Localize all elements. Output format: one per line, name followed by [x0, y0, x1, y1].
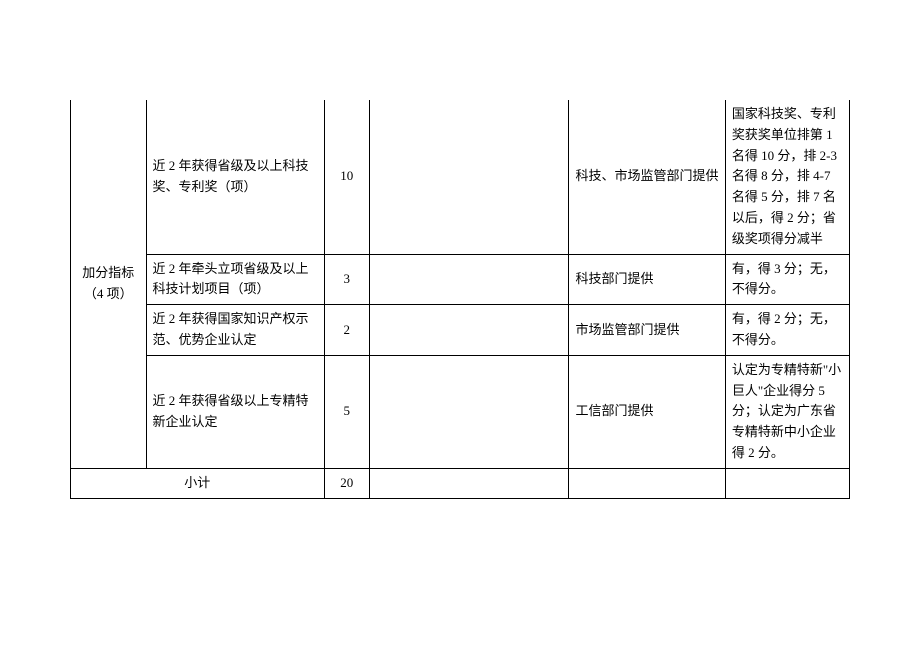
empty-cell	[569, 468, 725, 498]
remark-cell: 认定为专精特新"小巨人"企业得分 5 分；认定为广东省专精特新中小企业得 2 分…	[725, 355, 849, 468]
source-cell: 科技、市场监管部门提供	[569, 100, 725, 254]
desc-cell: 近 2 年牵头立项省级及以上科技计划项目（项）	[146, 254, 324, 305]
subtotal-score-cell: 20	[324, 468, 369, 498]
desc-cell: 近 2 年获得国家知识产权示范、优势企业认定	[146, 305, 324, 356]
empty-cell	[369, 254, 569, 305]
empty-cell	[725, 468, 849, 498]
source-cell: 市场监管部门提供	[569, 305, 725, 356]
scoring-table: 加分指标（4 项） 近 2 年获得省级及以上科技奖、专利奖（项） 10 科技、市…	[70, 100, 850, 499]
remark-cell: 有，得 2 分；无，不得分。	[725, 305, 849, 356]
score-cell: 2	[324, 305, 369, 356]
empty-cell	[369, 355, 569, 468]
table-row: 近 2 年获得国家知识产权示范、优势企业认定 2 市场监管部门提供 有，得 2 …	[71, 305, 850, 356]
subtotal-label-cell: 小计	[71, 468, 325, 498]
empty-cell	[369, 100, 569, 254]
table-row: 近 2 年获得省级以上专精特新企业认定 5 工信部门提供 认定为专精特新"小巨人…	[71, 355, 850, 468]
empty-cell	[369, 468, 569, 498]
desc-cell: 近 2 年获得省级及以上科技奖、专利奖（项）	[146, 100, 324, 254]
score-cell: 3	[324, 254, 369, 305]
score-cell: 10	[324, 100, 369, 254]
subtotal-row: 小计 20	[71, 468, 850, 498]
remark-cell: 有，得 3 分；无，不得分。	[725, 254, 849, 305]
source-cell: 科技部门提供	[569, 254, 725, 305]
table-row: 加分指标（4 项） 近 2 年获得省级及以上科技奖、专利奖（项） 10 科技、市…	[71, 100, 850, 254]
empty-cell	[369, 305, 569, 356]
remark-cell: 国家科技奖、专利奖获奖单位排第 1 名得 10 分，排 2-3 名得 8 分，排…	[725, 100, 849, 254]
desc-cell: 近 2 年获得省级以上专精特新企业认定	[146, 355, 324, 468]
category-cell: 加分指标（4 项）	[71, 100, 147, 468]
source-cell: 工信部门提供	[569, 355, 725, 468]
table-row: 近 2 年牵头立项省级及以上科技计划项目（项） 3 科技部门提供 有，得 3 分…	[71, 254, 850, 305]
score-cell: 5	[324, 355, 369, 468]
